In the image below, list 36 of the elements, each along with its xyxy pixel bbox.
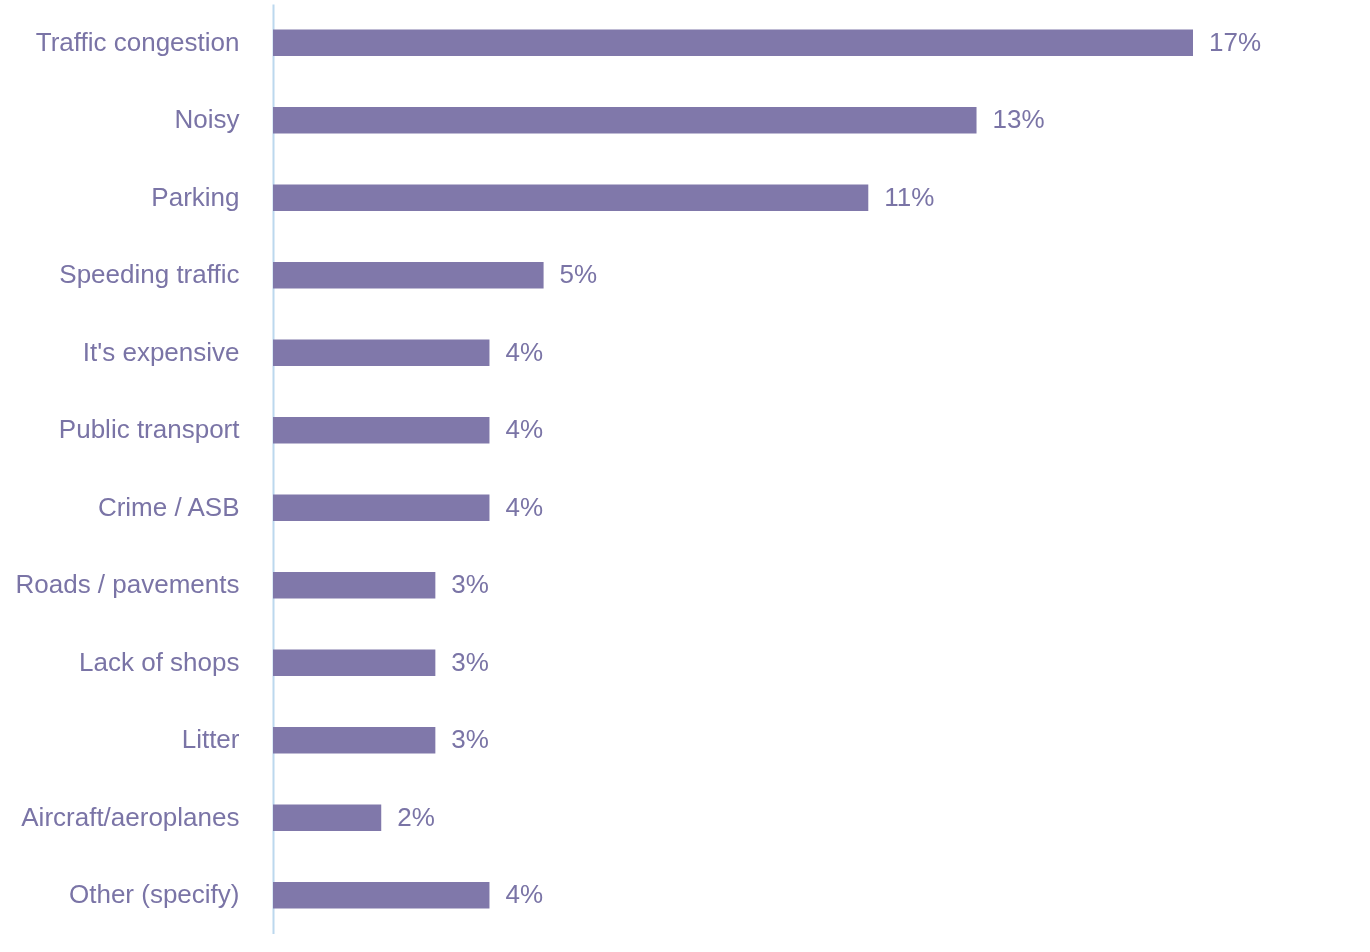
y-tick-label: Lack of shops bbox=[79, 646, 240, 677]
data-label: 3% bbox=[451, 724, 489, 755]
y-tick-label: Litter bbox=[181, 724, 240, 755]
data-label: 2% bbox=[397, 801, 435, 832]
bar bbox=[273, 649, 436, 676]
y-tick-label: Aircraft/aeroplanes bbox=[21, 801, 240, 832]
data-label: 5% bbox=[559, 259, 598, 290]
bar bbox=[273, 107, 977, 134]
data-label: 4% bbox=[505, 414, 544, 445]
y-tick-label: Parking bbox=[151, 181, 240, 212]
bar bbox=[273, 417, 490, 444]
y-tick-label: Roads / pavements bbox=[15, 569, 240, 600]
y-tick-label: Noisy bbox=[174, 104, 240, 135]
bar bbox=[273, 882, 490, 909]
data-label: 3% bbox=[451, 569, 489, 600]
data-label: 13% bbox=[992, 104, 1045, 135]
data-label: 4% bbox=[505, 336, 544, 367]
data-label: 11% bbox=[884, 181, 935, 212]
bar bbox=[273, 727, 436, 754]
bar bbox=[273, 29, 1193, 56]
y-tick-label: Public transport bbox=[58, 414, 241, 445]
data-label: 4% bbox=[505, 879, 544, 910]
data-label: 4% bbox=[505, 491, 544, 522]
bar bbox=[273, 494, 490, 521]
bar bbox=[273, 184, 869, 211]
bar bbox=[273, 262, 544, 289]
y-tick-label: Crime / ASB bbox=[97, 491, 240, 522]
data-label: 17% bbox=[1209, 26, 1262, 57]
y-tick-label: Other (specify) bbox=[69, 879, 240, 910]
y-tick-label: It's expensive bbox=[82, 336, 240, 367]
bar bbox=[273, 339, 490, 366]
y-tick-label: Traffic congestion bbox=[35, 26, 240, 57]
bar bbox=[273, 572, 436, 599]
y-tick-label: Speeding traffic bbox=[59, 259, 240, 290]
data-label: 3% bbox=[451, 646, 489, 677]
bar bbox=[273, 804, 382, 831]
